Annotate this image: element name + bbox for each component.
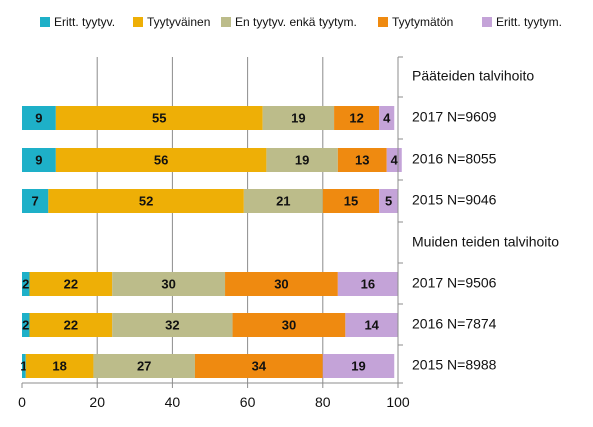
bar-segment — [29, 272, 113, 296]
data-label: 22 — [64, 317, 78, 332]
bar-segment — [22, 189, 49, 213]
data-label: 32 — [165, 317, 179, 332]
bar-segment — [322, 354, 395, 378]
category-labels: Pääteiden talvihoito 2017 N=9609 2016 N=80… — [412, 68, 559, 373]
bar-segment — [25, 354, 94, 378]
data-label: 52 — [139, 193, 153, 208]
bar-segment — [112, 313, 233, 337]
data-label: 30 — [282, 317, 296, 332]
bar-segment — [337, 148, 387, 172]
data-label: 30 — [274, 276, 288, 291]
legend-label: Tyytyväinen — [147, 15, 210, 29]
data-label: 27 — [137, 358, 151, 373]
x-axis: 0 20 40 60 80 100 — [18, 56, 410, 410]
data-label: 12 — [349, 110, 363, 125]
data-label: 21 — [276, 193, 290, 208]
bar-segment — [22, 354, 26, 378]
legend-swatch — [221, 17, 231, 27]
bar-segment — [266, 148, 338, 172]
data-label: 4 — [383, 110, 391, 125]
group-label: Pääteiden talvihoito — [412, 68, 534, 84]
bar-segment — [262, 106, 335, 130]
data-label: 19 — [291, 110, 305, 125]
legend-label: Eritt. tyytym. — [496, 15, 562, 29]
chart-bars: 9 55 19 12 49 56 19 13 47 52 21 15 52 22 30 30 162 22 32 30… — [20, 106, 402, 378]
bar-segment — [379, 189, 398, 213]
bar-segment — [225, 272, 338, 296]
data-label: 9 — [35, 110, 42, 125]
data-label: 55 — [152, 110, 166, 125]
bar-segment — [345, 313, 398, 337]
row-label: 2015 N=8988 — [412, 357, 497, 373]
data-label: 18 — [52, 358, 66, 373]
bar-segment — [322, 189, 380, 213]
bar-segment — [243, 189, 323, 213]
data-label: 34 — [252, 358, 267, 373]
bar-segment — [194, 354, 323, 378]
legend-label: En tyytyv. enkä tyytym. — [235, 15, 357, 29]
group-label: Muiden teiden talvihoito — [412, 234, 559, 250]
data-label: 13 — [355, 152, 369, 167]
data-label: 1 — [20, 358, 27, 373]
legend-swatch — [378, 17, 388, 27]
data-label: 15 — [344, 193, 358, 208]
data-label: 7 — [32, 193, 39, 208]
x-tick-label: 60 — [240, 394, 256, 410]
x-tick-label: 80 — [315, 394, 331, 410]
row-label: 2017 N=9609 — [412, 109, 497, 125]
legend-label: Tyytymätön — [392, 15, 453, 29]
row-label: 2017 N=9506 — [412, 275, 497, 291]
bar-segment — [22, 148, 56, 172]
row-label: 2015 N=9046 — [412, 192, 497, 208]
bar-segment — [337, 272, 398, 296]
data-label: 4 — [391, 152, 399, 167]
bar-segment — [112, 272, 226, 296]
bar-segment — [48, 189, 244, 213]
bar-segment — [379, 106, 395, 130]
bar-segment — [22, 106, 56, 130]
data-label: 19 — [351, 358, 365, 373]
data-label: 14 — [364, 317, 379, 332]
data-label: 5 — [385, 193, 392, 208]
legend-swatch — [482, 17, 492, 27]
chart-legend: Eritt. tyytyv. Tyytyväinen En tyytyv. enkä… — [40, 15, 562, 29]
x-tick-label: 100 — [386, 394, 410, 410]
data-label: 9 — [35, 152, 42, 167]
data-label: 19 — [295, 152, 309, 167]
bar-segment — [29, 313, 113, 337]
row-label: 2016 N=8055 — [412, 151, 497, 167]
row-label: 2016 N=7874 — [412, 316, 497, 332]
bar-segment — [232, 313, 346, 337]
legend-label: Eritt. tyytyv. — [54, 15, 115, 29]
bar-segment — [55, 106, 263, 130]
legend-swatch — [133, 17, 143, 27]
bar-segment — [93, 354, 195, 378]
data-label: 30 — [161, 276, 175, 291]
x-tick-label: 20 — [89, 394, 105, 410]
data-label: 16 — [361, 276, 375, 291]
bar-segment — [55, 148, 267, 172]
x-tick-label: 0 — [18, 394, 26, 410]
bar-segment — [22, 313, 30, 337]
data-label: 2 — [22, 317, 29, 332]
bar-segment — [22, 272, 30, 296]
x-tick-label: 40 — [165, 394, 181, 410]
data-label: 22 — [64, 276, 78, 291]
data-label: 2 — [22, 276, 29, 291]
legend-swatch — [40, 17, 50, 27]
data-label: 56 — [154, 152, 168, 167]
bar-segment — [334, 106, 380, 130]
